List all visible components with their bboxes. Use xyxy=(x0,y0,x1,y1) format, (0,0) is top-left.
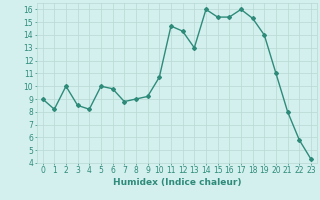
X-axis label: Humidex (Indice chaleur): Humidex (Indice chaleur) xyxy=(113,178,241,187)
